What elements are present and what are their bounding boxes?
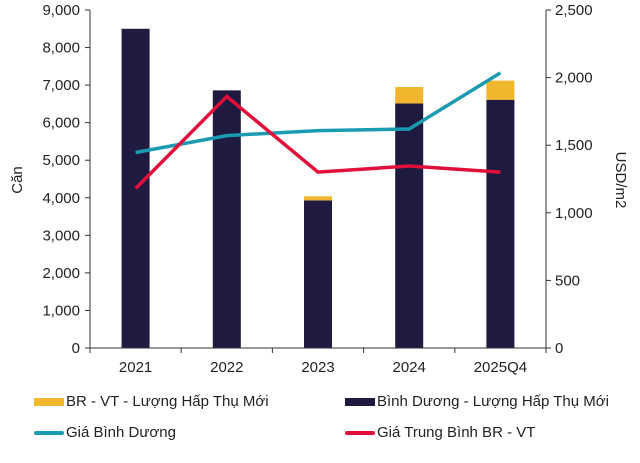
bar-1-2024 xyxy=(395,86,424,104)
y-tick-label-right: 500 xyxy=(555,272,580,289)
y-tick-label-left: 1,000 xyxy=(42,302,80,319)
y-tick-label-right: 1,000 xyxy=(555,205,593,222)
y-tick-label-right: 2,500 xyxy=(555,2,593,19)
x-tick-label: 2021 xyxy=(119,359,152,376)
y-tick-label-left: 0 xyxy=(72,340,80,357)
x-tick-label: 2023 xyxy=(301,359,334,376)
legend-item: Giá Bình Dương xyxy=(34,424,176,441)
legend-label: Giá Trung Bình BR - VT xyxy=(377,424,536,441)
bars xyxy=(121,28,515,349)
y-tick-label-left: 6,000 xyxy=(42,115,80,132)
y-tick-label-right: 2,000 xyxy=(555,70,593,87)
bar-0-2025Q4 xyxy=(486,99,515,348)
y-axis-label-left: Căn xyxy=(9,166,26,194)
x-tick-label: 2022 xyxy=(210,359,243,376)
bar-1-2023 xyxy=(304,196,332,201)
y-tick-label-left: 9,000 xyxy=(42,2,80,19)
bar-0-2024 xyxy=(395,103,424,348)
legend-swatch xyxy=(34,397,64,406)
x-tick-label: 2025Q4 xyxy=(474,359,527,376)
y-tick-label-left: 4,000 xyxy=(42,190,80,207)
bar-1-2025Q4 xyxy=(486,80,515,100)
line-series-2 xyxy=(135,71,502,155)
axes: 0 1,000 2,000 3,000 4,000 5,000 6,000 7,000 8,00… xyxy=(42,2,592,376)
legend-item: Bình Dương - Lượng Hấp Thụ Mới xyxy=(345,393,609,410)
legend-item: Giá Trung Bình BR - VT xyxy=(345,424,535,441)
bar-0-2023 xyxy=(304,200,332,348)
y-tick-label-left: 8,000 xyxy=(42,40,80,57)
y-axis-label-right: USD/m2 xyxy=(612,152,629,209)
y-tick-label-right: 1,500 xyxy=(555,137,593,154)
legend-label: BR - VT - Lượng Hấp Thụ Mới xyxy=(66,393,269,410)
lines xyxy=(134,71,502,190)
legend-swatch xyxy=(345,397,375,406)
y-tick-label-left: 5,000 xyxy=(42,152,80,169)
legend-swatch xyxy=(34,430,64,435)
y-tick-label-right: 0 xyxy=(555,340,563,357)
y-tick-label-left: 7,000 xyxy=(42,77,80,94)
legend-item: BR - VT - Lượng Hấp Thụ Mới xyxy=(34,393,269,410)
legend-swatch xyxy=(345,430,375,435)
y-tick-label-left: 3,000 xyxy=(42,227,80,244)
legend-label: Giá Bình Dương xyxy=(66,424,176,441)
y-tick-label-left: 2,000 xyxy=(42,265,80,282)
x-tick-label: 2024 xyxy=(393,359,426,376)
legend-label: Bình Dương - Lượng Hấp Thụ Mới xyxy=(377,393,609,410)
bar-0-2022 xyxy=(212,90,241,348)
